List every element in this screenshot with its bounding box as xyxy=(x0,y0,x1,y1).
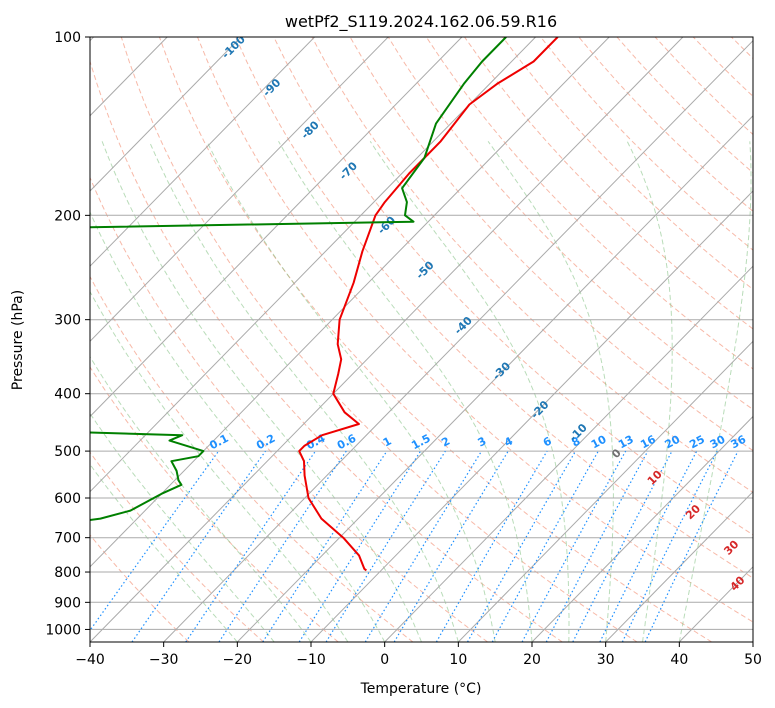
isotherm-line xyxy=(384,265,753,642)
dry-adiabat-line xyxy=(90,275,414,642)
x-axis-label: Temperature (°C) xyxy=(360,681,482,697)
mixing-ratio-line xyxy=(599,450,698,642)
y-tick-label: 800 xyxy=(54,565,81,581)
mixing-ratio-line xyxy=(298,450,422,642)
isotherm-line xyxy=(90,37,242,192)
dry-adiabat-line xyxy=(90,59,563,642)
x-tick-label: −10 xyxy=(296,652,326,668)
y-tick-label: 1000 xyxy=(45,622,81,638)
dry-adiabat-line xyxy=(235,37,753,579)
isotherm-line xyxy=(310,190,753,642)
isotherm-line xyxy=(531,415,753,642)
dry-adiabat-line xyxy=(197,37,753,623)
x-tick-label: 10 xyxy=(449,652,467,668)
isotherm-line xyxy=(90,37,610,568)
dry-adiabat-line xyxy=(90,534,190,642)
x-tick-label: 40 xyxy=(670,652,688,668)
y-tick-label: 500 xyxy=(54,444,81,460)
isotherm-line xyxy=(236,115,753,642)
mixing-ratio-line xyxy=(491,450,599,642)
axis-ticks: −40 −30 −20 −10 0 10 20 30 40 50 100 200 300 400 500 60… xyxy=(45,30,762,668)
y-tick-label: 900 xyxy=(54,595,81,611)
dry-adiabat-line xyxy=(120,37,638,642)
chart-title: wetPf2_S119.2024.162.06.59.R16 xyxy=(285,12,557,32)
dry-adiabat-line xyxy=(464,37,753,330)
mixing-ratio-line xyxy=(466,450,577,642)
y-tick-label: 700 xyxy=(54,531,81,547)
mixing-ratio-line xyxy=(131,450,266,642)
dry-adiabat-line xyxy=(273,37,753,536)
isotherm-line xyxy=(90,37,536,493)
mixing-ratio-line xyxy=(545,450,649,642)
x-tick-label: −20 xyxy=(223,652,253,668)
mixing-ratio-line xyxy=(218,450,347,642)
dry-adiabat-line xyxy=(90,366,339,642)
x-tick-label: −30 xyxy=(149,652,179,668)
mixing-ratio-label: 30 xyxy=(708,433,728,452)
dry-adiabat-line xyxy=(387,37,753,411)
isotherm-line xyxy=(90,37,463,418)
x-tick-label: −40 xyxy=(75,652,105,668)
mixing-ratio-line xyxy=(185,450,316,642)
mixing-ratio-line xyxy=(521,450,627,642)
dry-adiabat-line xyxy=(311,37,753,493)
x-tick-label: 20 xyxy=(523,652,541,668)
mixing-ratio-line xyxy=(621,450,718,642)
dry-adiabat-line xyxy=(502,37,753,290)
y-tick-label: 300 xyxy=(54,313,81,329)
isotherm-line xyxy=(605,490,753,642)
x-tick-label: 30 xyxy=(597,652,615,668)
y-tick-label: 400 xyxy=(54,387,81,403)
mixing-ratio-label: 13 xyxy=(616,433,636,452)
dewpoint-profile xyxy=(90,37,507,521)
y-tick-label: 100 xyxy=(54,30,81,46)
mixing-ratio-label: 36 xyxy=(729,433,749,452)
isotherm-line xyxy=(90,37,684,642)
mixing-ratio-label: 25 xyxy=(687,433,707,452)
mixing-ratio-label: 10 xyxy=(589,433,609,452)
y-tick-label: 200 xyxy=(54,208,81,224)
x-tick-label: 0 xyxy=(380,652,389,668)
isotherm-line xyxy=(457,340,753,642)
mixing-ratio-label: 20 xyxy=(663,433,683,452)
mixing-ratio-line xyxy=(364,450,483,642)
isotherm-line xyxy=(90,37,389,343)
y-tick-label: 600 xyxy=(54,491,81,507)
x-tick-label: 50 xyxy=(744,652,762,668)
mixing-ratio-line xyxy=(90,450,220,632)
y-axis-label: Pressure (hPa) xyxy=(10,290,26,390)
plot-frame xyxy=(89,36,754,643)
isotherm-line xyxy=(163,39,753,642)
isotherm-line xyxy=(90,37,315,267)
mixing-ratio-label: 16 xyxy=(638,433,658,452)
mixing-ratio-line xyxy=(262,450,388,642)
